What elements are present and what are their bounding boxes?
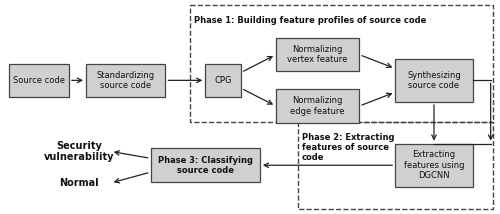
Text: Phase 3: Classifying
source code: Phase 3: Classifying source code	[158, 156, 253, 175]
Bar	[298, 122, 492, 209]
Text: Source code: Source code	[13, 76, 65, 85]
FancyBboxPatch shape	[276, 89, 359, 123]
Text: Normalizing
edge feature: Normalizing edge feature	[290, 96, 345, 116]
FancyBboxPatch shape	[10, 64, 69, 97]
Text: Phase 2: Extracting
features of source
code: Phase 2: Extracting features of source c…	[302, 133, 394, 162]
FancyBboxPatch shape	[276, 38, 359, 71]
Text: Normalizing
vertex feature: Normalizing vertex feature	[288, 45, 348, 64]
FancyBboxPatch shape	[395, 144, 473, 187]
Text: Extracting
features using
DGCNN: Extracting features using DGCNN	[404, 150, 464, 180]
FancyBboxPatch shape	[86, 64, 166, 97]
Text: Phase 1: Building feature profiles of source code: Phase 1: Building feature profiles of so…	[194, 16, 426, 25]
FancyBboxPatch shape	[395, 59, 473, 102]
Bar	[190, 5, 492, 122]
Text: CPG: CPG	[214, 76, 232, 85]
Text: Synthesizing
source code: Synthesizing source code	[407, 71, 461, 90]
FancyBboxPatch shape	[150, 149, 260, 182]
Text: Normal: Normal	[59, 178, 99, 188]
Text: Standardizing
source code: Standardizing source code	[96, 71, 155, 90]
Text: Security
vulnerability: Security vulnerability	[44, 141, 114, 162]
FancyBboxPatch shape	[206, 64, 241, 97]
